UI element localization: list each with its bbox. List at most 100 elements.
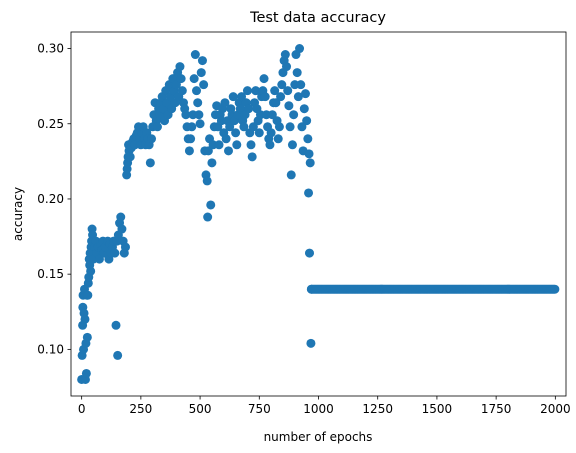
data-point <box>221 134 231 144</box>
data-point <box>270 86 280 96</box>
data-point <box>280 50 290 60</box>
data-point <box>259 74 269 84</box>
data-point <box>83 290 93 300</box>
data-point <box>302 116 312 126</box>
data-point <box>282 62 292 72</box>
y-tick-label: 0.10 <box>37 342 64 356</box>
y-axis-label: accuracy <box>11 187 25 241</box>
data-point <box>248 122 258 132</box>
data-point <box>186 134 196 144</box>
data-point <box>203 212 213 222</box>
x-tick-label: 1500 <box>422 402 453 416</box>
data-point <box>225 122 235 132</box>
data-point <box>193 98 203 108</box>
data-point <box>232 140 242 150</box>
data-point <box>286 170 296 180</box>
data-point <box>237 92 247 102</box>
data-point <box>196 68 206 78</box>
data-point <box>145 158 155 168</box>
data-point <box>147 134 157 144</box>
data-point <box>300 89 310 99</box>
x-tick-label: 500 <box>189 402 212 416</box>
y-tick-label: 0.15 <box>37 267 64 281</box>
data-point <box>120 242 130 252</box>
data-point <box>305 248 314 258</box>
data-point <box>235 104 245 114</box>
data-point <box>94 254 104 264</box>
data-point <box>271 98 281 108</box>
data-point <box>306 338 316 348</box>
data-point <box>220 98 230 108</box>
data-point <box>181 110 191 120</box>
data-point <box>82 332 92 342</box>
data-point <box>274 122 284 132</box>
data-point <box>289 110 299 120</box>
data-point <box>202 176 212 186</box>
data-point <box>125 152 135 162</box>
x-tick-label: 2000 <box>540 402 571 416</box>
chart-title: Test data accuracy <box>249 10 386 26</box>
data-point <box>177 86 187 96</box>
x-tick-label: 1250 <box>362 402 393 416</box>
data-point <box>197 56 207 66</box>
data-point <box>283 86 293 96</box>
data-point <box>110 248 120 258</box>
y-tick-label: 0.25 <box>37 117 64 131</box>
data-point <box>199 80 209 90</box>
data-point <box>297 122 307 132</box>
data-point <box>214 140 224 150</box>
data-point <box>116 212 126 222</box>
data-point <box>171 80 181 90</box>
data-point <box>190 50 200 60</box>
data-point <box>260 92 270 102</box>
x-tick-label: 0 <box>78 402 86 416</box>
data-point <box>242 86 252 96</box>
x-axis-label: number of epochs <box>264 430 373 444</box>
data-point <box>86 266 96 276</box>
data-point <box>176 74 186 84</box>
x-tick-label: 750 <box>248 402 271 416</box>
data-point <box>189 74 199 84</box>
data-point <box>246 140 256 150</box>
data-point <box>304 149 314 159</box>
data-point <box>206 200 216 210</box>
data-point <box>203 146 213 156</box>
data-point <box>303 134 313 144</box>
x-axis: 0 250 500 750 1000 1250 1500 1750 2000 <box>78 396 571 416</box>
data-point <box>293 92 303 102</box>
data-point <box>550 284 560 294</box>
data-point <box>113 350 123 360</box>
data-point <box>276 92 286 102</box>
data-point <box>247 152 257 162</box>
data-point <box>265 140 275 150</box>
data-point <box>292 68 302 78</box>
data-point <box>266 128 276 138</box>
data-point <box>192 86 202 96</box>
data-point <box>285 122 295 132</box>
data-point <box>228 92 238 102</box>
data-point <box>295 44 305 54</box>
data-point <box>244 104 254 114</box>
data-point <box>175 62 185 72</box>
data-point <box>267 110 277 120</box>
data-point <box>299 104 309 114</box>
data-point <box>195 119 205 129</box>
data-point <box>239 122 249 132</box>
data-point <box>224 146 233 156</box>
data-point <box>284 101 294 111</box>
data-point <box>304 188 314 198</box>
x-tick-label: 250 <box>129 402 152 416</box>
data-point <box>207 158 217 168</box>
data-point <box>80 314 90 324</box>
data-point <box>277 80 287 90</box>
data-point <box>117 224 127 234</box>
data-point <box>305 158 315 168</box>
data-point <box>111 320 121 330</box>
y-axis: 0.10 0.15 0.20 0.25 0.30 <box>37 42 71 356</box>
scatter-points <box>77 44 560 384</box>
y-tick-label: 0.30 <box>37 42 64 56</box>
data-point <box>187 122 197 132</box>
x-tick-label: 1000 <box>303 402 334 416</box>
